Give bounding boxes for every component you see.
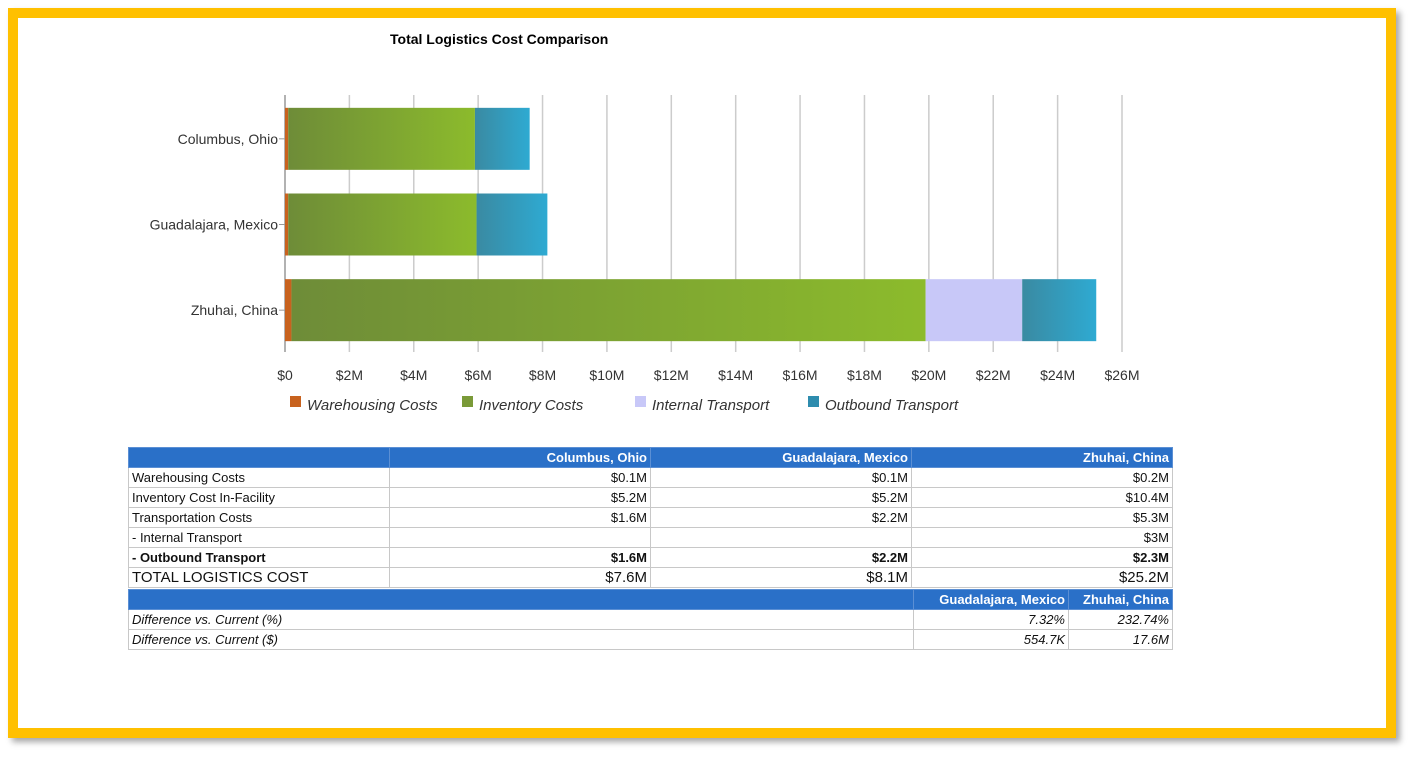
cell-value: 17.6M — [1068, 629, 1173, 650]
bar-segment — [1022, 279, 1097, 342]
x-tick-label: $6M — [465, 367, 492, 383]
row-label: Difference vs. Current (%) — [128, 609, 914, 630]
x-tick-label: $24M — [1040, 367, 1075, 383]
header-cell: Guadalajara, Mexico — [650, 447, 912, 468]
header-cell: Guadalajara, Mexico — [913, 589, 1069, 610]
cell-value: $2.2M — [650, 547, 912, 568]
legend-swatch — [808, 396, 819, 407]
cell-value — [389, 527, 651, 548]
row-label: TOTAL LOGISTICS COST — [128, 567, 390, 588]
stacked-bar-chart: $0 $2M $4M $6M $8M $10M $12M $14M $16M $18M $20M $2… — [150, 95, 1140, 414]
bar-segment — [285, 107, 289, 170]
cell-value: $10.4M — [911, 487, 1173, 508]
cell-value: 554.7K — [913, 629, 1069, 650]
table-row: - Outbound Transport $1.6M $2.2M $2.3M — [128, 547, 1173, 568]
bar-segment — [285, 193, 289, 256]
legend-swatch — [462, 396, 473, 407]
row-label: - Outbound Transport — [128, 547, 390, 568]
row-label: Inventory Cost In-Facility — [128, 487, 390, 508]
table-row: Difference vs. Current ($) 554.7K 17.6M — [128, 629, 1173, 650]
x-tick-label: $8M — [529, 367, 556, 383]
table-row: Transportation Costs $1.6M $2.2M $5.3M — [128, 507, 1173, 528]
row-label: Transportation Costs — [128, 507, 390, 528]
bar-segment — [291, 279, 926, 342]
cell-value: $0.1M — [650, 467, 912, 488]
header-cell: Zhuhai, China — [911, 447, 1173, 468]
difference-table: Guadalajara, Mexico Zhuhai, China Differ… — [128, 589, 1173, 650]
chart-title: Total Logistics Cost Comparison — [390, 31, 609, 47]
x-tick-label: $26M — [1104, 367, 1139, 383]
cell-value — [650, 527, 912, 548]
x-tick-label: $4M — [400, 367, 427, 383]
legend-swatch — [290, 396, 301, 407]
legend-label: Internal Transport — [652, 397, 770, 414]
table-row: - Internal Transport $3M — [128, 527, 1173, 548]
cell-value: $2.3M — [911, 547, 1173, 568]
bar-segment — [285, 279, 292, 342]
header-cell: Columbus, Ohio — [389, 447, 651, 468]
cell-value: $1.6M — [389, 507, 651, 528]
cell-value: $1.6M — [389, 547, 651, 568]
cell-value: $0.1M — [389, 467, 651, 488]
cell-value: $25.2M — [911, 567, 1173, 588]
header-cell — [128, 589, 914, 610]
x-tick-label: $2M — [336, 367, 363, 383]
cell-value: $7.6M — [389, 567, 651, 588]
y-category-label: Columbus, Ohio — [178, 131, 279, 147]
cell-value: $5.3M — [911, 507, 1173, 528]
cell-value: $5.2M — [650, 487, 912, 508]
table-header-row: Guadalajara, Mexico Zhuhai, China — [128, 589, 1173, 610]
legend-label: Outbound Transport — [825, 397, 959, 414]
x-tick-label: $16M — [783, 367, 818, 383]
x-tick-label: $12M — [654, 367, 689, 383]
x-tick-label: $20M — [911, 367, 946, 383]
bar-segment — [474, 107, 530, 170]
x-tick-label: $14M — [718, 367, 753, 383]
table-row: Inventory Cost In-Facility $5.2M $5.2M $10.… — [128, 487, 1173, 508]
cell-value: 7.32% — [913, 609, 1069, 630]
table-header-row: Columbus, Ohio Guadalajara, Mexico Zhuha… — [128, 447, 1173, 468]
row-label: - Internal Transport — [128, 527, 390, 548]
table-row: Warehousing Costs $0.1M $0.1M $0.2M — [128, 467, 1173, 488]
header-cell: Zhuhai, China — [1068, 589, 1173, 610]
header-cell — [128, 447, 390, 468]
row-label: Warehousing Costs — [128, 467, 390, 488]
x-tick-label: $10M — [589, 367, 624, 383]
cell-value: 232.74% — [1068, 609, 1173, 630]
bar-segment — [288, 193, 477, 256]
y-category-label: Guadalajara, Mexico — [150, 217, 279, 233]
bar-segment — [288, 107, 475, 170]
bar-segment — [925, 279, 1023, 342]
cell-value: $0.2M — [911, 467, 1173, 488]
table-row: TOTAL LOGISTICS COST $7.6M $8.1M $25.2M — [128, 567, 1173, 588]
y-category-label: Zhuhai, China — [191, 302, 278, 318]
table-row: Difference vs. Current (%) 7.32% 232.74% — [128, 609, 1173, 630]
x-tick-label: $18M — [847, 367, 882, 383]
row-label: Difference vs. Current ($) — [128, 629, 914, 650]
bar-segment — [476, 193, 548, 256]
legend-swatch — [635, 396, 646, 407]
cell-value: $8.1M — [650, 567, 912, 588]
x-tick-label: $22M — [976, 367, 1011, 383]
cell-value: $3M — [911, 527, 1173, 548]
legend-label: Inventory Costs — [479, 397, 584, 414]
cell-value: $2.2M — [650, 507, 912, 528]
x-tick-label: $0 — [277, 367, 293, 383]
cell-value: $5.2M — [389, 487, 651, 508]
legend-label: Warehousing Costs — [307, 397, 438, 414]
cost-table: Columbus, Ohio Guadalajara, Mexico Zhuha… — [128, 447, 1173, 588]
